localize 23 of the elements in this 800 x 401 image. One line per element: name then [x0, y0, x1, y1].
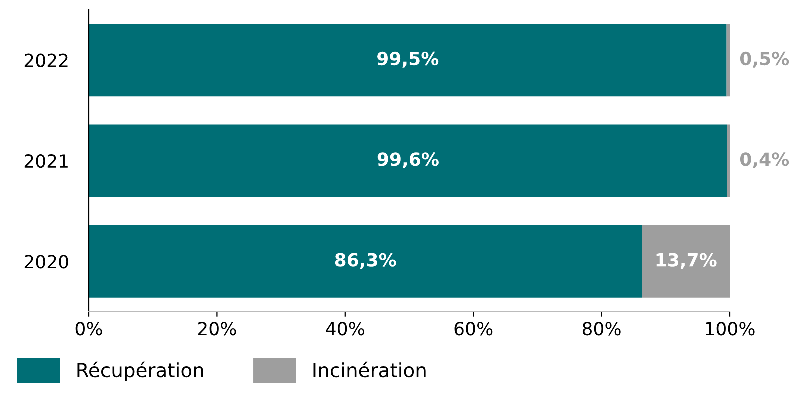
data-label: 0,4% — [740, 152, 790, 169]
y-tick-label: 2021 — [24, 154, 68, 168]
y-tick-label: 2022 — [24, 54, 68, 68]
legend-label: Récupération — [78, 362, 204, 382]
x-tick-label: 100% — [706, 322, 755, 336]
data-label: 0,5% — [740, 52, 790, 68]
x-tick-label: 60% — [454, 322, 493, 336]
legend-label: Incinération — [314, 362, 426, 378]
data-label: 99,6% — [378, 152, 439, 169]
data-label: 99,5% — [378, 52, 439, 68]
x-tick-label: 0% — [76, 322, 102, 336]
bar — [89, 124, 728, 198]
bar — [727, 124, 730, 198]
x-tick-label: 20% — [198, 322, 236, 336]
bar — [642, 225, 730, 298]
x-tick-label: 80% — [582, 322, 621, 336]
data-label: 13,7% — [656, 253, 717, 270]
x-tick-label: 40% — [326, 322, 364, 336]
bar — [89, 24, 727, 97]
bar — [726, 24, 730, 97]
bar — [89, 225, 642, 298]
data-label: 86,3% — [335, 253, 396, 270]
y-tick-label: 2020 — [24, 255, 68, 269]
